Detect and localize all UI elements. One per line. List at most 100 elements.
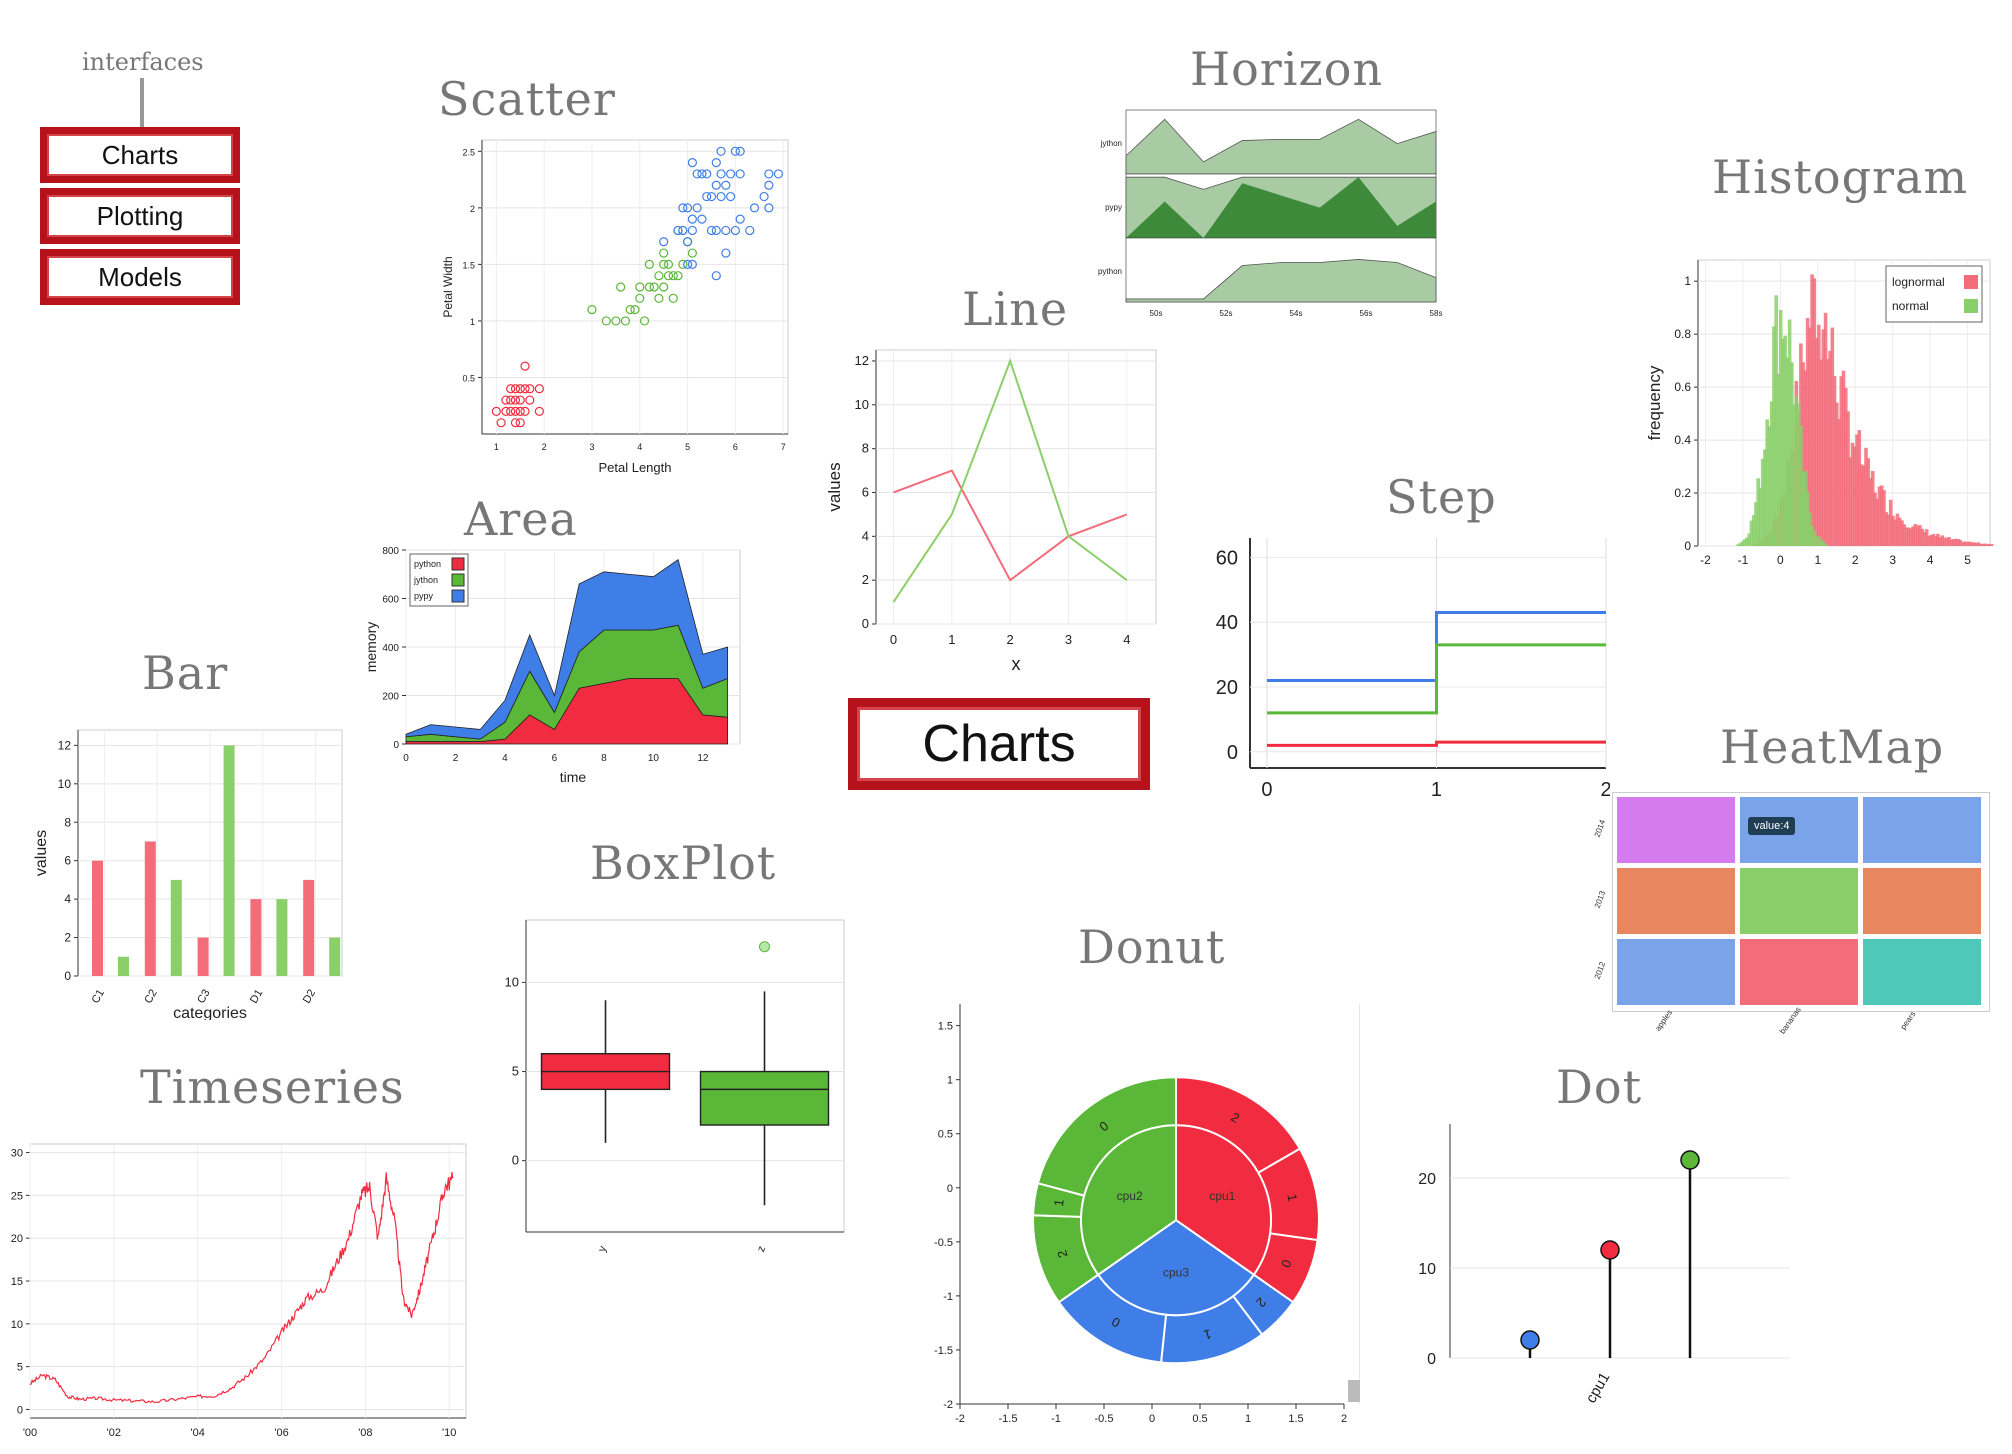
nav-item-charts[interactable]: Charts [40,127,240,183]
histogram-bar [1828,350,1832,546]
box [699,1070,830,1126]
scatter-point [764,203,774,213]
scatter-point [706,225,717,236]
histogram-bar [1756,478,1760,546]
histogram-bar [1976,542,1981,546]
scatter-point [668,293,678,303]
y-tick-label: 0 [393,740,399,751]
dot-marker [1680,1150,1700,1170]
x-tick-label: 4 [1123,632,1130,647]
scatter-point [716,146,726,156]
y-tick-label: 2014 [1592,818,1608,839]
scatter-point [697,169,707,179]
histogram-bar [1846,411,1850,546]
heatmap-cell[interactable] [1863,939,1981,1005]
y-axis-label: values [33,830,50,876]
scatter-point [668,271,678,281]
histogram-bar [1817,324,1821,546]
y-tick-label: -2 [943,1399,953,1411]
scatter-point [644,259,654,269]
histogram-bar [1794,395,1799,546]
histogram-bar [1949,539,1954,546]
y-tick-label: 10 [11,1319,23,1331]
heatmap-cell[interactable] [1863,868,1981,934]
x-tick-label: 52s [1220,309,1233,318]
histogram-bar [1956,539,1960,546]
heatmap-cell[interactable] [1617,797,1735,863]
scatter-point [534,384,544,394]
scatter-point [520,384,530,394]
y-tick-label: 0 [17,1404,23,1416]
heatmap-cell[interactable] [1863,797,1981,863]
y-tick-label: 0.5 [938,1129,953,1141]
histogram-bar [1891,515,1895,546]
scatter-point [501,406,511,416]
x-tick-label: 6 [552,753,558,764]
title-dot: Dot [1556,1060,1643,1114]
horizon-chart: jython pypy python 50s 52s 54s 56s 58s [1098,109,1442,318]
y-tick-label: 0.5 [462,373,475,383]
step-series [1266,643,1606,715]
y-tick-label: 2.5 [462,147,475,157]
x-tick-label: '10 [442,1427,456,1439]
histogram-bar [1924,529,1929,546]
nav-panel: interfaces [40,48,250,318]
heatmap-cell[interactable] [1740,868,1858,934]
y-tick-label: 10 [855,397,869,412]
scatter-point [687,248,697,258]
x-tick-label: 0 [403,753,409,764]
step-chart: 0 20 40 60 0 1 2 [1216,538,1610,801]
heatmap-cell[interactable] [1740,939,1858,1005]
histogram-bar [1790,362,1794,546]
scatter-point [639,316,650,326]
scatter-point [726,191,736,202]
histogram-bar [1819,540,1823,546]
x-tick-label: 7 [781,442,786,452]
x-tick-label: 4 [1927,553,1934,567]
heatmap-cell[interactable] [1617,939,1735,1005]
scatter-point [692,203,702,213]
x-tick-label: C2 [142,988,159,1006]
x-tick-label: 5 [1964,553,1971,567]
histogram-bar [1805,491,1810,546]
title-area: Area [464,492,578,546]
histogram-bar [1911,526,1915,546]
nav-item-label: Models [98,261,182,292]
x-tick-label: 54s [1290,309,1303,318]
histogram-bar [1808,512,1812,546]
y-tick-label: 10 [505,974,519,989]
scatter-point [702,169,712,179]
x-tick-label: 6 [733,442,738,452]
nav-item-models[interactable]: Models [40,249,240,305]
scatter-point [764,180,774,190]
histogram-bar [1848,457,1853,546]
histogram-bar [1913,523,1918,546]
scatter-point [711,271,721,281]
scatter-point [716,169,726,179]
histogram-bar [1902,524,1906,546]
donut-chart: -2 -1.5 -1 -0.5 0 0.5 1 1.5 2 -2 -1.5 -1 -0.5 0 0.5 1 1.… [934,1004,1360,1425]
y-tick-label: 0 [512,1153,519,1168]
scatter-point [687,214,697,224]
x-tick-label: cpu1 [1582,1370,1613,1407]
x-axis-label: categories [173,1005,247,1020]
histogram-bar [1778,309,1783,546]
y-tick-label: 0.8 [1674,327,1691,341]
y-tick-label: 1 [947,1075,953,1087]
legend-swatch [1964,299,1978,313]
x-tick-label: 0 [1777,553,1784,567]
scatter-point [659,248,669,258]
histogram-bar [1738,543,1743,546]
x-tick-label: '02 [107,1427,121,1439]
x-tick-label: 0 [1149,1413,1155,1425]
x-tick-label: 0 [890,632,897,647]
resize-handle [1348,1380,1360,1402]
histogram-bar [1844,387,1848,546]
histogram-bar [1870,471,1875,546]
x-tick-label: 2 [1600,779,1610,801]
donut-outer-label: 2 [1054,1248,1070,1259]
scatter-point [711,225,721,236]
nav-item-plotting[interactable]: Plotting [40,188,240,244]
x-tick-label: -0.5 [1095,1413,1114,1425]
heatmap-cell[interactable] [1617,868,1735,934]
